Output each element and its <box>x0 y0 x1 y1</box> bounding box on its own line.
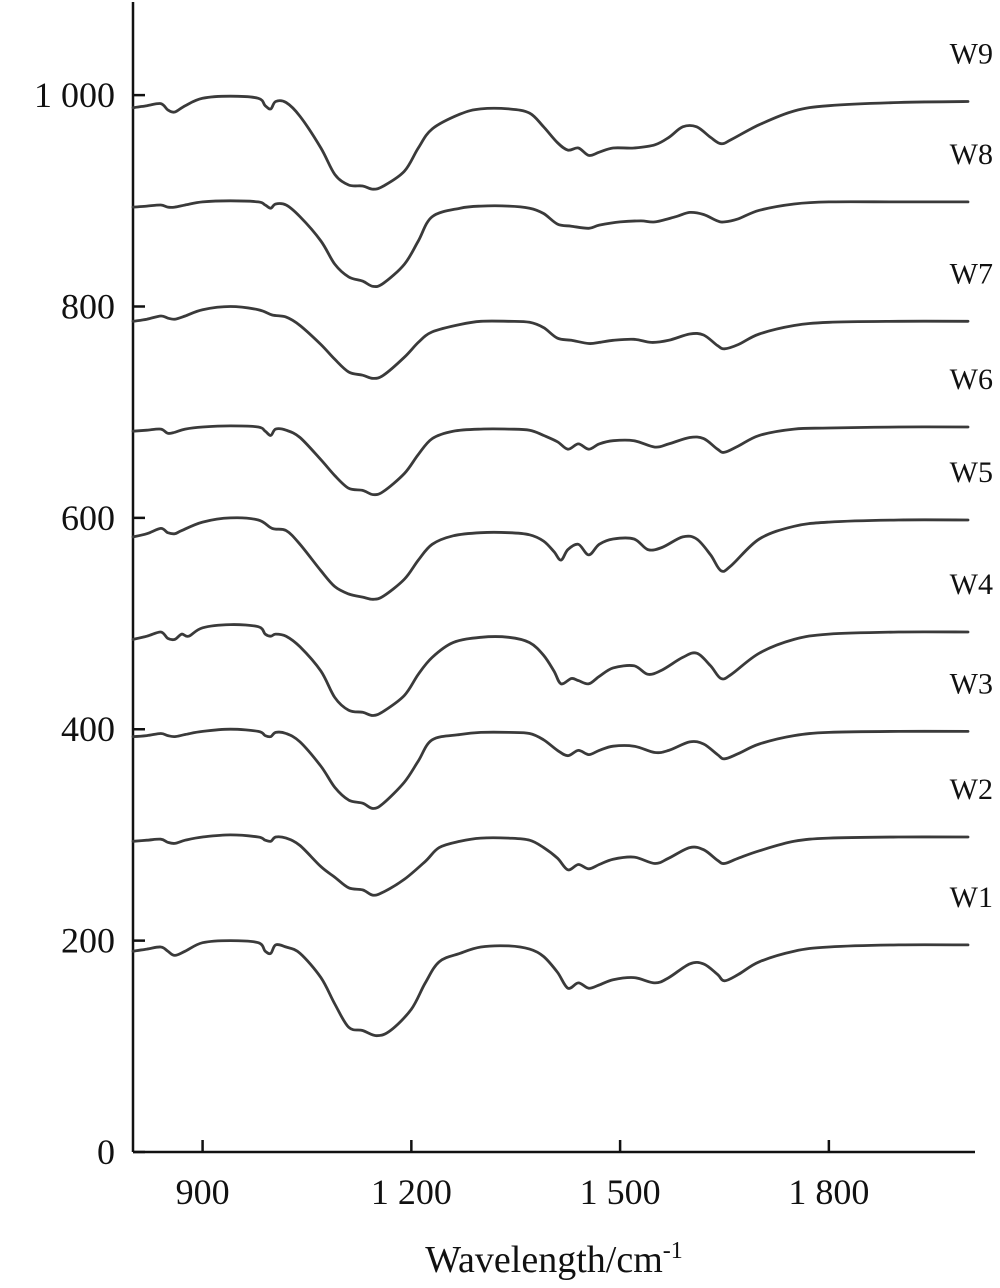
y-tick-label: 0 <box>97 1132 115 1172</box>
y-tick-label: 400 <box>61 709 115 749</box>
series-label-w4: W4 <box>950 568 993 601</box>
series-line-w5 <box>131 516 970 601</box>
series-line-w2 <box>131 833 970 897</box>
series-label-w8: W8 <box>950 138 993 171</box>
series-group <box>131 94 970 1038</box>
series-line-w9 <box>131 94 970 191</box>
series-line-w1 <box>131 939 970 1038</box>
series-line-w3 <box>131 727 970 810</box>
series-label-w7: W7 <box>950 257 993 290</box>
x-tick-label: 1 500 <box>580 1172 661 1212</box>
series-line-w7 <box>131 305 970 380</box>
series-label-w9: W9 <box>950 37 993 70</box>
x-axis-title: Wavelength/cm-1 <box>425 1238 683 1281</box>
y-tick-label: 1 000 <box>34 75 115 115</box>
series-label-w2: W2 <box>950 773 993 806</box>
series-line-w4 <box>131 623 970 717</box>
y-tick-label: 600 <box>61 498 115 538</box>
series-line-w8 <box>131 199 970 288</box>
y-axis-ticks: 0 200 400 600 800 1 000 <box>34 75 145 1172</box>
y-tick-label: 800 <box>61 286 115 326</box>
y-tick-label: 200 <box>61 921 115 961</box>
series-labels: W1 W2 W3 W4 W5 W6 W7 W8 W9 <box>950 37 993 913</box>
series-line-w6 <box>131 424 970 497</box>
series-label-w5: W5 <box>950 456 993 489</box>
series-label-w3: W3 <box>950 667 993 700</box>
series-label-w1: W1 <box>950 881 993 914</box>
x-tick-label: 900 <box>176 1172 230 1212</box>
x-axis-ticks: 900 1 200 1 500 1 800 <box>176 1140 869 1212</box>
series-label-w6: W6 <box>950 363 993 396</box>
x-tick-label: 1 800 <box>788 1172 869 1212</box>
x-tick-label: 1 200 <box>371 1172 452 1212</box>
axes <box>131 2 975 1154</box>
